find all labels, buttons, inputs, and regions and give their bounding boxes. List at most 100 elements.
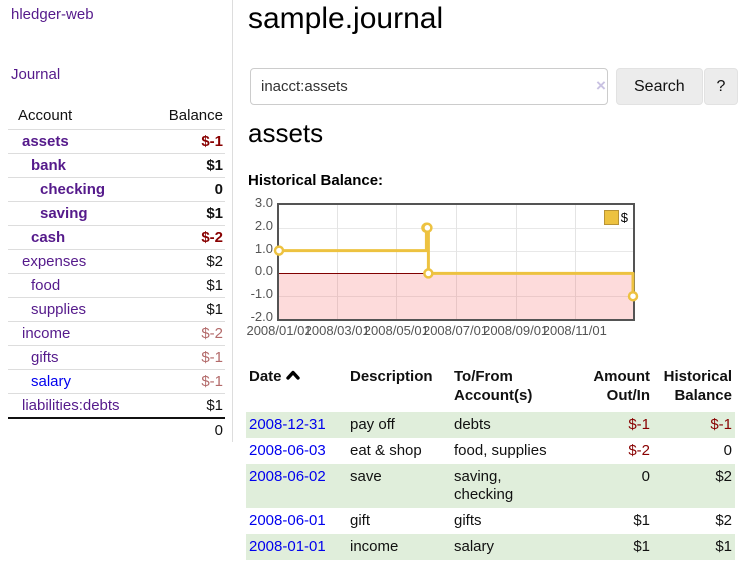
accounts-header-account: Account xyxy=(8,103,152,130)
accounts-total-value: 0 xyxy=(214,422,223,439)
app-brand-link[interactable]: hledger-web xyxy=(11,6,94,23)
y-tick-label: -2.0 xyxy=(250,309,273,324)
register-table: Date Description To/From Account(s) Amount … xyxy=(246,365,735,560)
account-link[interactable]: saving xyxy=(40,205,88,222)
data-point-marker xyxy=(627,290,639,302)
register-row: 2008-01-01 income salary $1 $1 xyxy=(246,534,735,560)
accounts-header-balance: Balance xyxy=(151,103,225,130)
register-balance: $2 xyxy=(715,468,732,485)
accounts-table: Account Balance assets $-1 bank $1 check… xyxy=(8,103,225,442)
account-balance: $-2 xyxy=(151,321,225,346)
register-header-row: Date Description To/From Account(s) Amount … xyxy=(246,365,735,412)
account-balance: $1 xyxy=(151,201,225,226)
account-heading: assets xyxy=(248,118,324,148)
account-link[interactable]: cash xyxy=(31,229,66,246)
nav-journal-link[interactable]: Journal xyxy=(11,66,61,83)
account-link[interactable]: bank xyxy=(31,157,67,174)
chart-plot-area: $ xyxy=(273,203,639,321)
register-column-header: Amount Out/In xyxy=(593,368,650,404)
register-row: 2008-06-01 gift gifts $1 $2 xyxy=(246,508,735,534)
account-link[interactable]: supplies xyxy=(31,301,87,318)
account-balance: $-1 xyxy=(151,369,225,394)
search-input[interactable] xyxy=(250,68,608,105)
account-balance: $1 xyxy=(151,153,225,178)
register-description: save xyxy=(350,468,382,485)
account-balance: $1 xyxy=(151,393,225,419)
register-amount: $1 xyxy=(633,538,650,555)
account-link[interactable]: expenses xyxy=(22,253,87,270)
account-row: bank $1 xyxy=(8,153,225,178)
account-link[interactable]: gifts xyxy=(31,349,59,366)
register-rows: 2008-12-31 pay off debts $-1 $-1 2008-06… xyxy=(246,412,735,560)
chart-series-line xyxy=(273,222,639,302)
register-accounts: salary xyxy=(454,538,495,555)
account-balance: $-1 xyxy=(151,129,225,154)
register-column-header: Description xyxy=(350,368,433,385)
register-date-link[interactable]: 2008-06-02 xyxy=(249,468,326,485)
search-clear-icon[interactable]: × xyxy=(596,76,606,95)
historical-balance-chart: $ 3.0 2.0 1.0 0.0 -1.0 -2.0 2008/01/01 2008/03/… xyxy=(246,195,742,346)
x-tick-label: 2008/01/01 xyxy=(246,323,312,338)
account-row: food $1 xyxy=(8,273,225,298)
register-balance: $1 xyxy=(715,538,732,555)
help-button[interactable]: ? xyxy=(704,68,738,105)
register-date-link[interactable]: 2008-12-31 xyxy=(249,416,326,433)
register-date-link[interactable]: 2008-01-01 xyxy=(249,538,326,555)
register-row: 2008-06-03 eat & shop food, supplies $-2… xyxy=(246,438,735,464)
register-description: gift xyxy=(350,512,371,529)
data-point-marker xyxy=(423,268,434,279)
register-date-link[interactable]: 2008-06-03 xyxy=(249,442,326,459)
register-balance: $-1 xyxy=(710,416,732,433)
account-balance: 0 xyxy=(151,177,225,202)
register-row: 2008-12-31 pay off debts $-1 $-1 xyxy=(246,412,735,438)
register-accounts: gifts xyxy=(454,512,482,529)
legend-label: $ xyxy=(620,210,628,225)
x-tick-label: 2008/05/01 xyxy=(363,323,429,338)
register-description: eat & shop xyxy=(350,442,422,459)
sort-ascending-icon xyxy=(285,370,300,380)
accounts-total-spacer xyxy=(8,418,151,442)
account-row: gifts $-1 xyxy=(8,345,225,370)
account-balance: $-2 xyxy=(151,225,225,250)
account-row: expenses $2 xyxy=(8,249,225,274)
sidebar: hledger-web Journal Account Balance asse… xyxy=(0,0,233,442)
account-row: income $-2 xyxy=(8,321,225,346)
register-accounts: debts xyxy=(454,416,491,433)
y-tick-label: 3.0 xyxy=(254,195,273,210)
search-button[interactable]: Search xyxy=(616,68,703,105)
register-amount: $-1 xyxy=(628,416,650,433)
account-row: assets $-1 xyxy=(8,129,225,154)
account-link[interactable]: food xyxy=(31,277,61,294)
accounts-table-header: Account Balance xyxy=(8,103,225,130)
account-balance: $-1 xyxy=(151,345,225,370)
register-column-header: Historical Balance xyxy=(663,368,732,404)
account-link[interactable]: income xyxy=(22,325,71,342)
account-row: cash $-2 xyxy=(8,225,225,250)
account-row: salary $-1 xyxy=(8,369,225,394)
register-accounts: food, supplies xyxy=(454,442,547,459)
y-tick-label: 2.0 xyxy=(254,217,273,233)
account-link[interactable]: liabilities:debts xyxy=(22,397,120,414)
x-tick-label: 2008/07/01 xyxy=(422,323,489,338)
register-description: income xyxy=(350,538,399,555)
page-title: sample.journal xyxy=(248,2,444,35)
account-link[interactable]: checking xyxy=(40,181,106,198)
x-tick-label: 2008/11/01 xyxy=(542,323,607,338)
account-row: checking 0 xyxy=(8,177,225,202)
legend-swatch-icon xyxy=(603,210,619,225)
register-date-link[interactable]: 2008-06-01 xyxy=(249,512,326,529)
account-row: liabilities:debts $1 xyxy=(8,393,225,419)
account-link[interactable]: assets xyxy=(22,133,69,150)
account-balance: $2 xyxy=(151,249,225,274)
data-point-marker xyxy=(273,245,285,256)
register-column-header[interactable]: Date xyxy=(246,365,347,412)
register-amount: $-2 xyxy=(628,442,650,459)
account-balance: $1 xyxy=(151,297,225,322)
register-row: 2008-06-02 save saving, checking 0 $2 xyxy=(246,464,735,508)
chart-title: Historical Balance: xyxy=(248,172,384,189)
chart-negative-region xyxy=(279,274,633,319)
x-tick-label: 2008/09/01 xyxy=(483,323,549,338)
register-amount: $1 xyxy=(633,512,650,529)
register-column-header: To/From Account(s) xyxy=(454,368,533,404)
account-link[interactable]: salary xyxy=(31,373,72,390)
